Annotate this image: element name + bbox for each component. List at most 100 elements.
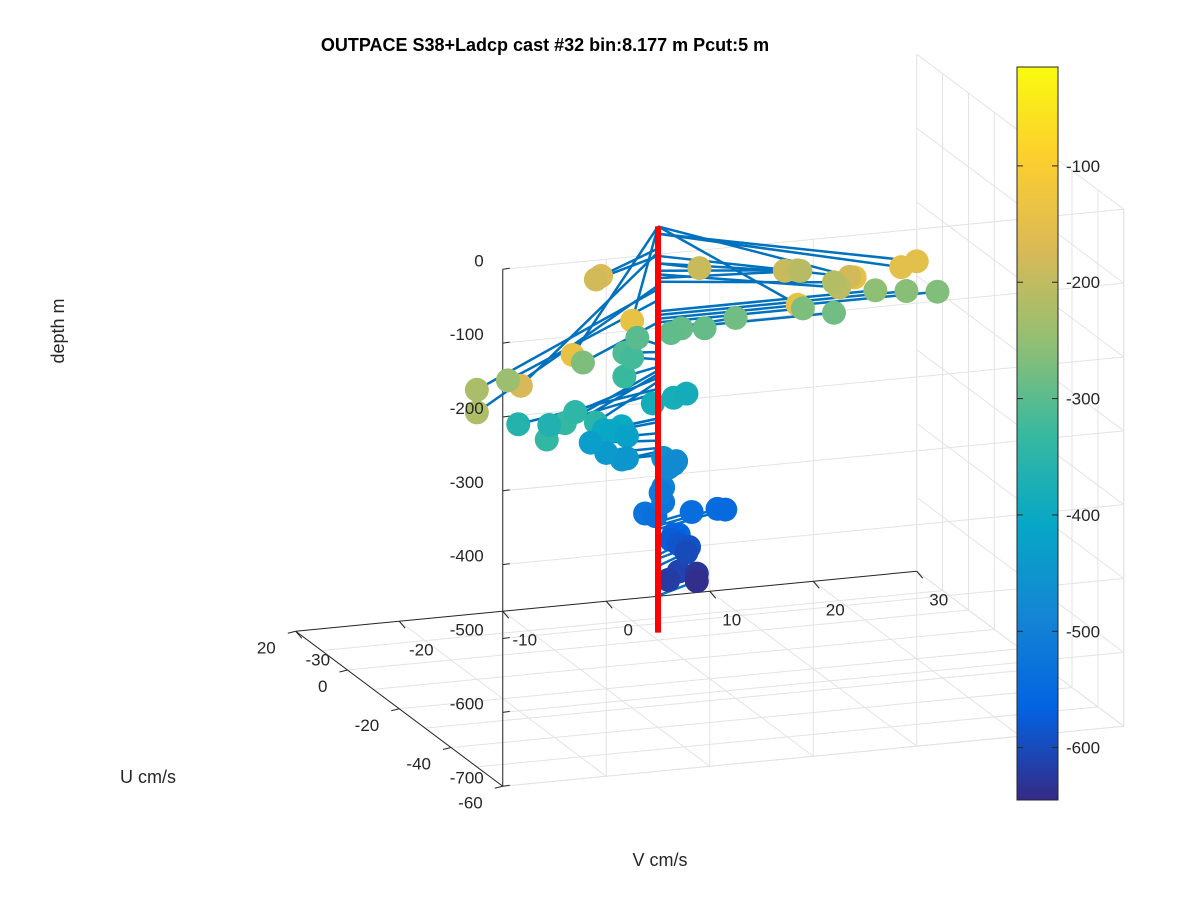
data-point (658, 321, 683, 346)
y-tick-mark (391, 708, 400, 712)
z-tick-mark (502, 637, 510, 640)
data-point (640, 391, 665, 416)
x-tick-mark (916, 570, 924, 579)
data-point (495, 368, 520, 393)
axes-box (287, 267, 924, 789)
stem-line (657, 232, 917, 263)
grid-line (476, 706, 1098, 768)
data-point (723, 305, 748, 330)
data-point (563, 400, 588, 425)
grid-line (425, 667, 1047, 729)
colorbar-tick-label: -500 (1066, 622, 1100, 641)
x-tick-label: 0 (624, 620, 633, 639)
y-tick-label: -20 (355, 716, 380, 735)
z-tick-label: -400 (450, 547, 484, 566)
grid-line (321, 590, 943, 652)
stem-line (519, 251, 659, 387)
y-tick-mark (494, 785, 503, 789)
y-tick-label: 20 (257, 638, 276, 657)
plot-data (464, 225, 950, 633)
x-tick-label: -10 (512, 630, 537, 649)
data-point (614, 446, 639, 471)
data-point (664, 449, 689, 474)
x-tick-mark (502, 610, 510, 619)
data-point (506, 412, 531, 437)
colorbar-gradient (1016, 66, 1059, 801)
data-point (674, 381, 699, 406)
z-axis-label: depth m (48, 298, 68, 363)
x-axis-label: V cm/s (632, 850, 687, 870)
x-tick-label: -30 (305, 650, 330, 669)
grid-line (450, 687, 1073, 748)
data-point (570, 350, 595, 375)
x-tick-label: 20 (826, 600, 845, 619)
data-point (790, 296, 815, 321)
stem-line (657, 225, 855, 279)
colorbar-tick-label: -200 (1066, 273, 1100, 292)
x-tick-label: -20 (409, 640, 434, 659)
data-point (863, 278, 888, 303)
chart-title: OUTPACE S38+Ladcp cast #32 bin:8.177 m P… (321, 35, 769, 55)
z-tick-label: -500 (450, 621, 484, 640)
x-tick-mark (812, 580, 820, 589)
stem-line (657, 280, 834, 284)
data-point (788, 258, 813, 283)
data-point (894, 279, 919, 304)
data-point (692, 316, 717, 341)
y-tick-label: -60 (458, 793, 483, 812)
data-point (578, 430, 603, 455)
data-point (904, 249, 929, 274)
data-point (625, 325, 650, 350)
data-point (583, 267, 608, 292)
data-point (656, 567, 681, 592)
data-point (713, 497, 738, 522)
z-tick-mark (502, 415, 510, 418)
stem-line (657, 225, 799, 306)
scatter-points (464, 249, 950, 593)
grid-line (347, 609, 969, 671)
grid-line (373, 628, 995, 690)
colorbar-tick-label: -300 (1066, 390, 1100, 409)
z-tick-label: -600 (450, 694, 484, 713)
data-point (925, 279, 950, 304)
data-point (679, 500, 704, 525)
axes-grid (295, 53, 1125, 787)
data-point (464, 377, 489, 402)
data-point (614, 424, 639, 449)
data-point (674, 540, 699, 565)
x-tick-mark (398, 620, 406, 629)
z-tick-label: -100 (450, 325, 484, 344)
y-tick-mark (287, 630, 296, 634)
stem-line (657, 254, 850, 279)
z-tick-label: -200 (450, 399, 484, 418)
x-tick-mark (709, 590, 717, 599)
z-tick-mark (502, 267, 510, 270)
colorbar: -100 -200 -300 -400 -500 -600 (1016, 66, 1100, 801)
data-point (821, 300, 846, 325)
data-point (821, 270, 846, 295)
z-tick-mark (502, 489, 510, 492)
z-tick-label: 0 (474, 251, 483, 270)
data-point (687, 256, 712, 281)
x-tick-mark (295, 630, 303, 639)
data-point (684, 568, 709, 593)
z-tick-mark (502, 710, 510, 713)
colorbar-tick-label: -400 (1066, 506, 1100, 525)
y-axis-label: U cm/s (120, 767, 176, 787)
x-tick-mark (605, 600, 613, 609)
data-point (612, 364, 637, 389)
stem-line (571, 225, 660, 356)
x-tick-label: 10 (722, 610, 741, 629)
y-tick-label: 0 (318, 677, 327, 696)
y-tick-mark (442, 747, 452, 750)
x-tick-label: 30 (929, 590, 948, 609)
data-point (464, 400, 489, 425)
colorbar-tick-label: -100 (1066, 157, 1100, 176)
z-tick-mark (502, 341, 510, 344)
z-tick-mark (502, 784, 510, 787)
z-tick-mark (502, 563, 510, 566)
colorbar-ticks: -100 -200 -300 -400 -500 -600 (1017, 157, 1100, 758)
data-point (620, 345, 645, 370)
z-tick-label: -300 (450, 473, 484, 492)
